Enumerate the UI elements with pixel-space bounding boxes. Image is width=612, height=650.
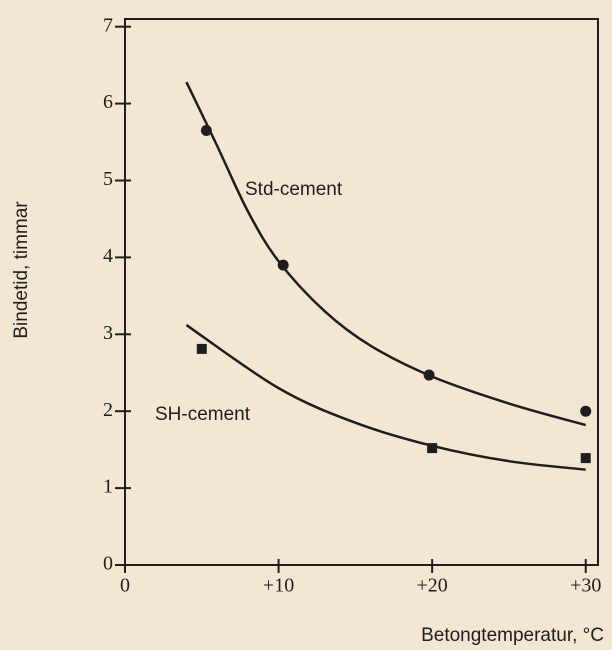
x-tick-label: +30: [570, 575, 601, 597]
data-point: [196, 343, 207, 354]
plot-frame: [124, 18, 599, 566]
x-tick-label: +10: [263, 575, 294, 597]
y-tick-label: 3: [103, 322, 113, 344]
data-point: [427, 443, 438, 454]
y-tick-label: 2: [103, 399, 113, 421]
x-tick-label: 0: [120, 575, 130, 597]
data-point: [200, 125, 212, 137]
series-label: Std-cement: [245, 179, 343, 200]
fit-curve: [185, 324, 586, 471]
y-tick-label: 0: [103, 553, 113, 575]
data-point: [580, 453, 591, 464]
y-tick-label: 1: [103, 476, 113, 498]
y-tick-label: 5: [103, 168, 113, 190]
data-point: [423, 369, 435, 381]
data-point: [580, 405, 592, 417]
y-tick-label: 4: [103, 245, 113, 267]
data-point: [277, 259, 289, 271]
x-axis-label: Betongtemperatur, °C: [421, 625, 604, 646]
series-label: SH-cement: [155, 404, 251, 425]
y-tick-label: 6: [103, 91, 113, 113]
x-tick-label: +20: [417, 575, 448, 597]
y-axis-label: Bindetid, timmar: [11, 201, 32, 339]
fit-curve: [185, 81, 587, 427]
y-tick-label: 7: [103, 14, 113, 36]
